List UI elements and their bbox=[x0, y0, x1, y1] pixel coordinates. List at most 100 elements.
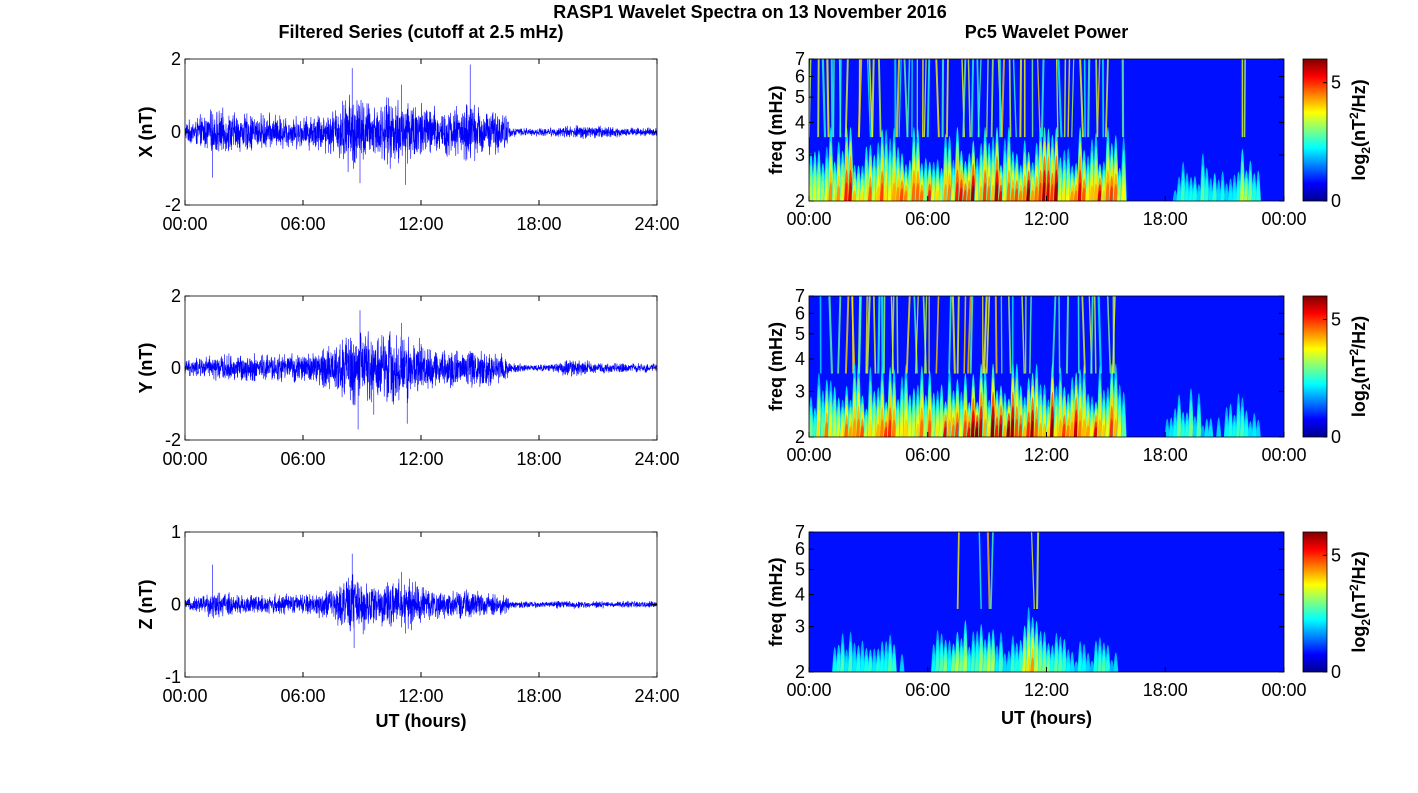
y-tick-label: 6 bbox=[795, 66, 805, 86]
power-streak bbox=[1010, 59, 1011, 137]
y-tick-label: -2 bbox=[165, 195, 181, 215]
colorbar-tick-label: 5 bbox=[1331, 545, 1341, 565]
colorbar-gradient bbox=[1303, 532, 1327, 672]
x-tick-label: 18:00 bbox=[1143, 209, 1188, 229]
power-title: Pc5 Wavelet Power bbox=[965, 22, 1128, 42]
power-streak bbox=[840, 59, 841, 137]
y-axis-label: Z (nT) bbox=[136, 580, 156, 630]
y-tick-label: 2 bbox=[795, 662, 805, 682]
colorbar-gradient bbox=[1303, 59, 1327, 201]
heatmap bbox=[808, 59, 1284, 201]
heatmap bbox=[808, 296, 1284, 437]
power-streak bbox=[827, 59, 828, 137]
power-streak bbox=[947, 59, 948, 137]
y-tick-label: 6 bbox=[795, 303, 805, 323]
colorbar-label-part: /Hz) bbox=[1349, 551, 1369, 584]
x-tick-label: 12:00 bbox=[1024, 209, 1069, 229]
y-tick-label: 7 bbox=[795, 49, 805, 69]
power-streak bbox=[996, 296, 997, 374]
panels: Filtered Series (cutoff at 2.5 mHz)-2020… bbox=[136, 22, 1373, 731]
x-tick-label: 24:00 bbox=[634, 214, 679, 234]
colorbar-gradient bbox=[1303, 296, 1327, 437]
x-tick-label: 18:00 bbox=[1143, 680, 1188, 700]
colorbar-label-part: (nT bbox=[1349, 119, 1369, 147]
colorbar-label-part: log bbox=[1349, 154, 1369, 181]
x-tick-label: 06:00 bbox=[280, 686, 325, 706]
x-tick-label: 24:00 bbox=[634, 449, 679, 469]
y-axis-label: X (nT) bbox=[136, 107, 156, 158]
x-tick-label: 06:00 bbox=[905, 209, 950, 229]
series-panel-x: Filtered Series (cutoff at 2.5 mHz) -2 0 2 0… bbox=[136, 22, 680, 234]
colorbar-label-part: /Hz) bbox=[1349, 316, 1369, 349]
x-tick-label: 06:00 bbox=[905, 680, 950, 700]
colorbar-tick-label: 5 bbox=[1331, 310, 1341, 330]
x-tick-label: 18:00 bbox=[516, 214, 561, 234]
y-tick-label: 2 bbox=[795, 191, 805, 211]
y-tick-label: 2 bbox=[795, 427, 805, 447]
series-title: Filtered Series (cutoff at 2.5 mHz) bbox=[278, 22, 563, 42]
y-tick-label: 0 bbox=[171, 595, 181, 615]
x-tick-label: 00:00 bbox=[786, 680, 831, 700]
x-tick-label: 12:00 bbox=[398, 686, 443, 706]
colorbar: 0 5 log2(nT2/Hz) bbox=[1303, 532, 1373, 682]
y-tick-label: -1 bbox=[165, 667, 181, 687]
colorbar-tick-label: 0 bbox=[1331, 191, 1341, 211]
x-tick-label: 00:00 bbox=[1261, 680, 1306, 700]
colorbar-label: log2(nT2/Hz) bbox=[1347, 316, 1373, 417]
x-tick-label: 00:00 bbox=[786, 209, 831, 229]
y-tick-label: 3 bbox=[795, 617, 805, 637]
y-tick-label: 2 bbox=[171, 49, 181, 69]
x-tick-label: 24:00 bbox=[634, 686, 679, 706]
y-axis-label: Y (nT) bbox=[136, 343, 156, 394]
colorbar-label-part: (nT bbox=[1349, 591, 1369, 619]
y-tick-label: 5 bbox=[795, 324, 805, 344]
x-axis-label: UT (hours) bbox=[376, 711, 467, 731]
y-tick-label: 0 bbox=[171, 358, 181, 378]
power-streak bbox=[897, 296, 898, 374]
x-tick-label: 00:00 bbox=[1261, 445, 1306, 465]
y-tick-label: -2 bbox=[165, 430, 181, 450]
colorbar-label: log2(nT2/Hz) bbox=[1347, 551, 1373, 652]
y-tick-label: 2 bbox=[171, 286, 181, 306]
power-streak bbox=[832, 59, 833, 137]
colorbar-label: log2(nT2/Hz) bbox=[1347, 79, 1373, 180]
y-tick-label: 4 bbox=[795, 112, 805, 132]
power-streak bbox=[818, 59, 819, 137]
y-tick-label: 4 bbox=[795, 349, 805, 369]
y-tick-label: 7 bbox=[795, 522, 805, 542]
y-tick-label: 5 bbox=[795, 560, 805, 580]
x-tick-label: 12:00 bbox=[1024, 445, 1069, 465]
x-tick-label: 06:00 bbox=[280, 214, 325, 234]
x-tick-label: 00:00 bbox=[162, 449, 207, 469]
y-axis-label: freq (mHz) bbox=[766, 557, 786, 646]
power-streak bbox=[884, 296, 885, 374]
y-tick-label: 0 bbox=[171, 122, 181, 142]
power-streak bbox=[958, 296, 959, 374]
heatmap bbox=[809, 532, 1284, 672]
y-axis-label: freq (mHz) bbox=[766, 322, 786, 411]
power-streak bbox=[1067, 296, 1068, 374]
colorbar-tick-label: 0 bbox=[1331, 662, 1341, 682]
colorbar-label-part: /Hz) bbox=[1349, 79, 1369, 112]
x-tick-label: 00:00 bbox=[162, 214, 207, 234]
series-line bbox=[185, 554, 657, 648]
power-streak bbox=[1088, 59, 1089, 137]
power-streak bbox=[1065, 59, 1066, 137]
x-tick-label: 06:00 bbox=[280, 449, 325, 469]
colorbar-label-part: log bbox=[1349, 626, 1369, 653]
series-line bbox=[185, 65, 657, 185]
y-tick-label: 3 bbox=[795, 381, 805, 401]
x-tick-label: 18:00 bbox=[516, 449, 561, 469]
y-tick-label: 7 bbox=[795, 286, 805, 306]
power-streak bbox=[992, 59, 993, 137]
power-streak bbox=[1245, 59, 1246, 137]
y-tick-label: 4 bbox=[795, 585, 805, 605]
power-streak bbox=[878, 296, 879, 374]
